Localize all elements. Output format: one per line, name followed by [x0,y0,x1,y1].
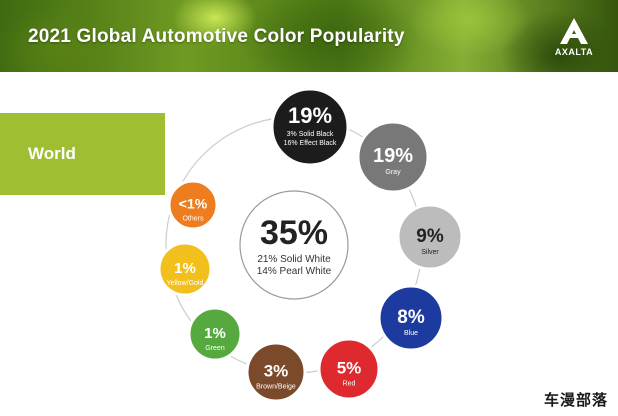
value-label-brown-beige: 3% [264,361,289,380]
page-title: 2021 Global Automotive Color Popularity [28,26,405,47]
category-label-gray: Gray [385,169,401,176]
category-label-silver: Silver [421,249,439,256]
bubble-silver [396,203,464,271]
category-label-blue: Blue [404,330,418,337]
category-label-yellow-gold: Yellow/Gold [167,280,204,287]
breakdown-black: 16% Effect Black [284,140,337,147]
axalta-logo: AXALTA [546,16,602,57]
bubble-green [187,306,243,362]
category-label-brown-beige: Brown/Beige [256,383,296,390]
center-bubble [239,190,349,300]
center-breakdown: 14% Pearl White [257,266,332,277]
value-label-black: 19% [288,103,332,128]
bubble-blue [377,284,445,352]
region-box: World [0,113,165,195]
value-label-others: <1% [179,196,208,212]
brand-name: AXALTA [554,47,594,57]
center-value: 35% [260,214,328,252]
bubble-others [167,179,219,231]
bubble-yellow-gold [157,241,213,297]
value-label-red: 5% [337,358,362,377]
value-label-gray: 19% [373,145,413,167]
axalta-logo-icon [560,18,588,44]
center-breakdown: 21% Solid White [257,254,331,265]
category-label-red: Red [343,380,356,387]
bubble-brown-beige [245,341,307,403]
bubble-black [270,87,350,167]
value-label-green: 1% [204,325,226,342]
bubble-red [317,337,381,401]
value-label-silver: 9% [416,226,444,247]
category-label-others: Others [182,216,204,223]
value-label-blue: 8% [397,307,425,328]
bubble-gray [356,120,430,194]
header-banner: 2021 Global Automotive Color Popularity … [0,0,618,72]
region-label: World [28,144,76,163]
value-label-yellow-gold: 1% [174,260,196,277]
category-label-green: Green [205,345,225,352]
watermark: 车漫部落 [543,392,608,409]
breakdown-black: 3% Solid Black [287,131,334,138]
